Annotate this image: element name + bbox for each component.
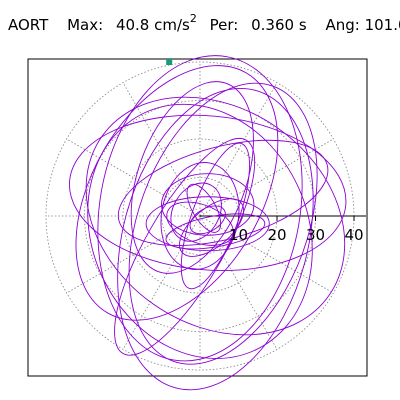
radial-tick-labels: 10 20 30 40 <box>229 226 364 244</box>
trace-loop-3 <box>97 55 303 362</box>
trace-loop-4 <box>128 82 318 365</box>
trace-loop-5 <box>75 65 279 321</box>
max-label: Max: <box>67 16 104 34</box>
tick-label-10: 10 <box>229 226 248 244</box>
trace-loop-7 <box>130 81 254 274</box>
trace-loop-2 <box>87 103 313 359</box>
trace-loop-12 <box>180 142 250 290</box>
trace-loop-18 <box>186 183 222 233</box>
per-label: Per: <box>209 16 239 34</box>
trace-loop-17 <box>165 213 266 250</box>
grid-spoke-120 <box>122 82 201 217</box>
max-value: 40.8 cm/s <box>115 16 190 34</box>
trace-loop-16 <box>170 182 222 242</box>
max-exponent: 2 <box>189 12 197 25</box>
tick-label-20: 20 <box>267 226 286 244</box>
grid-spoke-330 <box>199 215 334 294</box>
acceleration-loops <box>69 55 347 391</box>
trace-loop-14 <box>166 201 234 246</box>
trace-loop-8 <box>114 137 256 356</box>
trace-loop-6 <box>117 87 314 391</box>
trace-loop-10 <box>145 196 270 252</box>
header-readout: AORT Max: 40.8 cm/s2 Per: 0.360 s Ang: 1… <box>8 12 400 38</box>
ang-value: 101.0 <box>364 16 400 34</box>
trace-loop-15 <box>179 198 244 257</box>
grid-spoke-30 <box>199 138 334 217</box>
tick-label-30: 30 <box>306 226 325 244</box>
grid-spoke-300 <box>199 215 278 350</box>
ang-label: Ang: <box>325 16 360 34</box>
grid-spoke-60 <box>199 82 278 217</box>
current-point-marker <box>166 59 173 65</box>
trace-loop-13 <box>161 173 255 236</box>
trace-loop-1 <box>69 114 347 272</box>
per-value: 0.360 s <box>251 16 307 34</box>
vessel-label: AORT <box>8 16 49 34</box>
trace-loop-19 <box>189 205 226 235</box>
grid-spoke-240 <box>122 215 201 350</box>
trace-loop-9 <box>117 139 329 246</box>
grid-spoke-210 <box>66 215 201 294</box>
plot-frame <box>27 58 368 377</box>
tick-label-40: 40 <box>344 226 363 244</box>
